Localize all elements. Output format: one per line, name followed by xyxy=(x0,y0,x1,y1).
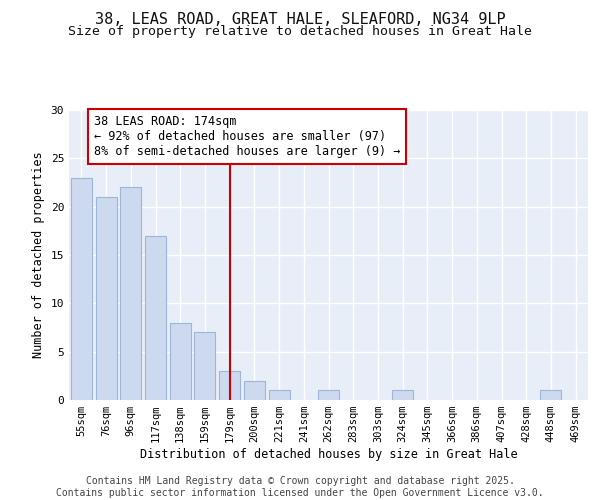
Text: Contains HM Land Registry data © Crown copyright and database right 2025.
Contai: Contains HM Land Registry data © Crown c… xyxy=(56,476,544,498)
Y-axis label: Number of detached properties: Number of detached properties xyxy=(32,152,45,358)
Bar xyxy=(120,188,141,400)
Bar xyxy=(541,390,562,400)
Bar xyxy=(269,390,290,400)
Bar xyxy=(318,390,339,400)
Bar xyxy=(95,197,116,400)
Bar xyxy=(244,380,265,400)
Bar xyxy=(71,178,92,400)
Text: 38, LEAS ROAD, GREAT HALE, SLEAFORD, NG34 9LP: 38, LEAS ROAD, GREAT HALE, SLEAFORD, NG3… xyxy=(95,12,505,28)
Bar xyxy=(145,236,166,400)
Bar xyxy=(219,371,240,400)
Text: 38 LEAS ROAD: 174sqm
← 92% of detached houses are smaller (97)
8% of semi-detach: 38 LEAS ROAD: 174sqm ← 92% of detached h… xyxy=(94,115,400,158)
Bar xyxy=(194,332,215,400)
Bar xyxy=(170,322,191,400)
Text: Size of property relative to detached houses in Great Hale: Size of property relative to detached ho… xyxy=(68,25,532,38)
X-axis label: Distribution of detached houses by size in Great Hale: Distribution of detached houses by size … xyxy=(140,448,517,461)
Bar xyxy=(392,390,413,400)
